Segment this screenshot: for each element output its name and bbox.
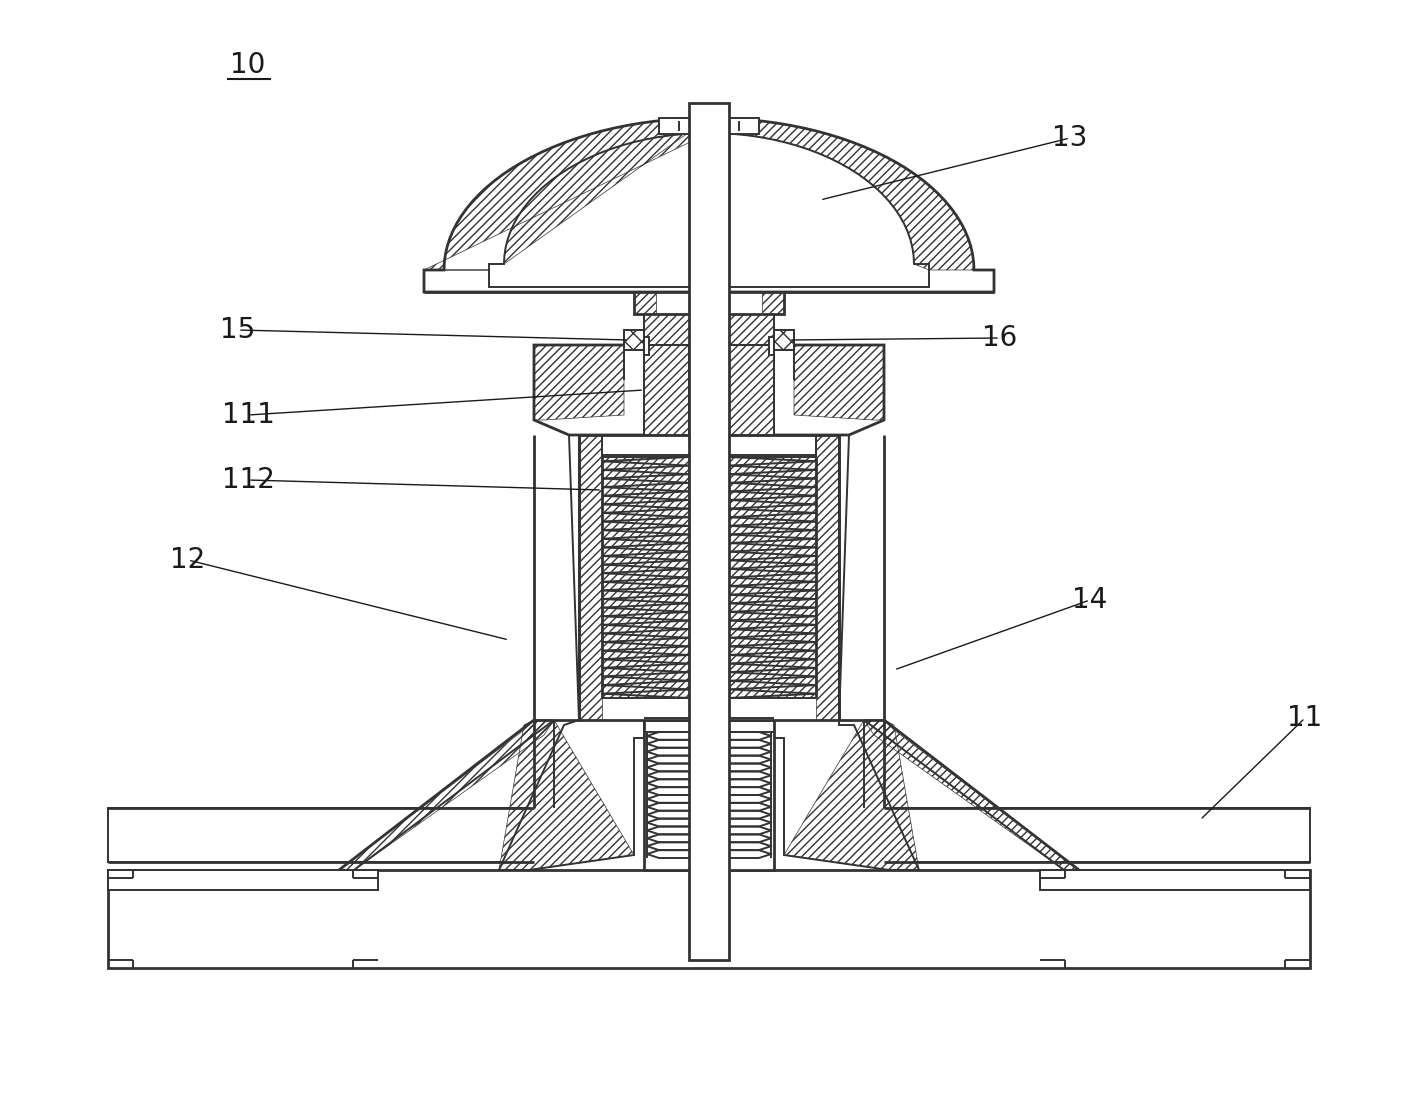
Bar — [1039, 871, 1310, 890]
Polygon shape — [499, 721, 644, 871]
Bar — [689, 103, 729, 960]
Bar — [634, 292, 784, 314]
Polygon shape — [774, 721, 919, 871]
Bar — [108, 808, 535, 862]
Bar — [624, 330, 644, 350]
Text: 11: 11 — [1288, 704, 1323, 731]
Polygon shape — [424, 118, 994, 292]
Bar — [108, 871, 1310, 968]
Bar — [659, 118, 759, 134]
Text: 15: 15 — [220, 316, 255, 344]
Text: 13: 13 — [1052, 124, 1088, 152]
Bar — [774, 330, 794, 350]
Bar — [883, 808, 1310, 862]
Polygon shape — [489, 132, 929, 287]
Polygon shape — [535, 345, 883, 435]
Bar — [644, 337, 649, 355]
Bar — [644, 721, 774, 871]
Text: 112: 112 — [221, 466, 275, 494]
Bar — [644, 314, 774, 345]
Text: 111: 111 — [221, 401, 275, 429]
Text: 12: 12 — [170, 546, 206, 574]
Text: 10: 10 — [230, 51, 265, 79]
Bar — [769, 337, 774, 355]
Bar — [579, 435, 839, 721]
Bar — [644, 345, 689, 435]
Text: 14: 14 — [1072, 586, 1107, 614]
Bar — [729, 345, 774, 435]
Text: 16: 16 — [983, 324, 1018, 351]
Bar — [108, 871, 379, 890]
